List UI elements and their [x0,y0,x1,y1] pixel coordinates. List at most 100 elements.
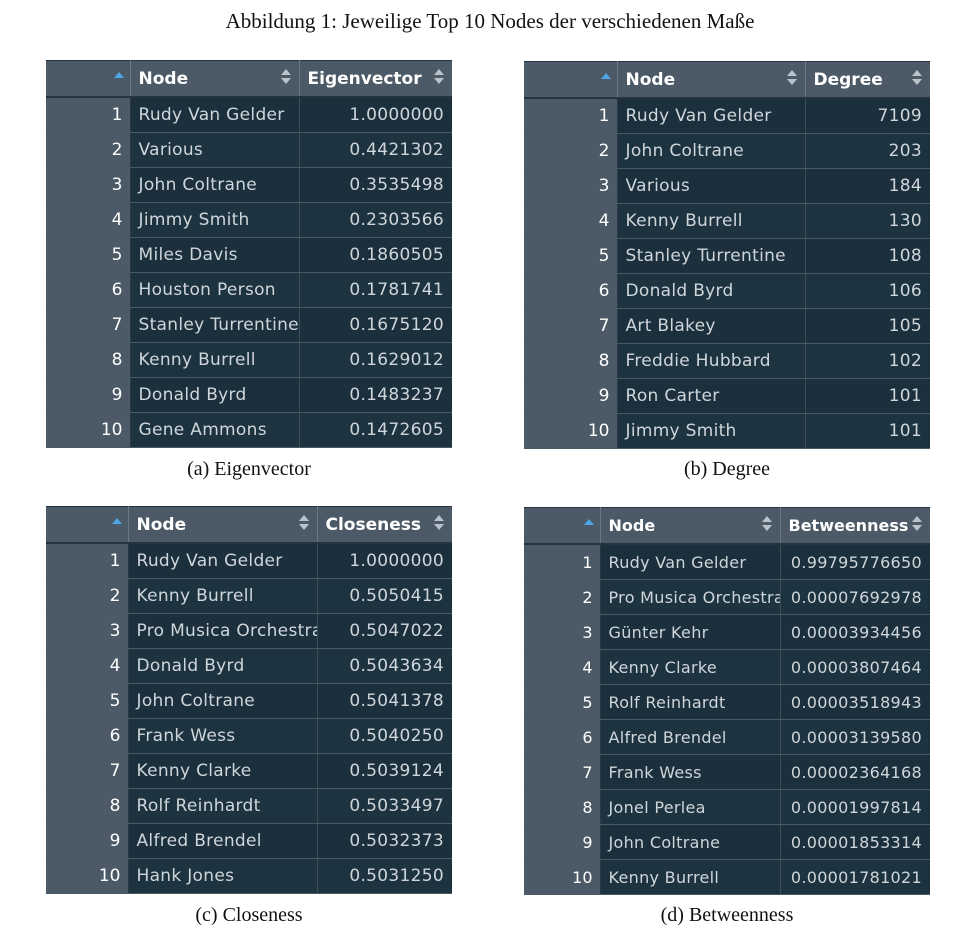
table-row[interactable]: 7 Art Blakey 105 [524,308,930,344]
table-row[interactable]: 7 Frank Wess 0.00002364168 [524,754,930,790]
panel-eigenvector: Node Eigenvector 1 Rudy Van Gelder 1.00000… [46,60,452,480]
node-cell: Stanley Turrentine [617,238,806,274]
panel-closeness: Node Closeness 1 Rudy Van Gelder 1.0000000… [46,506,452,926]
table-row[interactable]: 5 John Coltrane 0.5041378 [46,683,452,719]
node-cell: Kenny Clarke [600,649,781,685]
index-column-header[interactable] [524,61,618,99]
row-index: 5 [46,683,129,719]
value-cell: 184 [805,168,930,204]
value-cell: 0.4421302 [299,132,452,168]
sort-icon[interactable] [912,516,922,534]
index-column-header[interactable] [46,60,131,98]
table-row[interactable]: 3 Various 184 [524,168,930,204]
sort-ascending-icon[interactable] [111,518,122,524]
table-row[interactable]: 1 Rudy Van Gelder 1.0000000 [46,97,452,133]
table-row[interactable]: 5 Miles Davis 0.1860505 [46,237,452,273]
sort-icon[interactable] [298,515,309,533]
value-cell: 0.1483237 [299,377,452,413]
table-row[interactable]: 10 Gene Ammons 0.1472605 [46,412,452,448]
sort-icon[interactable] [434,515,444,533]
table-row[interactable]: 4 Jimmy Smith 0.2303566 [46,202,452,238]
table-row[interactable]: 6 Donald Byrd 106 [524,273,930,309]
table-row[interactable]: 7 Kenny Clarke 0.5039124 [46,753,452,789]
table-row[interactable]: 1 Rudy Van Gelder 7109 [524,98,930,134]
eigenvector-column-header[interactable]: Eigenvector [299,60,452,98]
node-cell: Donald Byrd [130,377,300,413]
table-row[interactable]: 8 Jonel Perlea 0.00001997814 [524,789,930,825]
node-column-header[interactable]: Node [617,61,806,99]
table-row[interactable]: 8 Kenny Burrell 0.1629012 [46,342,452,378]
table-row[interactable]: 1 Rudy Van Gelder 0.99795776650 [524,544,930,580]
index-column-header[interactable] [46,506,129,544]
table-row[interactable]: 4 Kenny Clarke 0.00003807464 [524,649,930,685]
table-row[interactable]: 7 Stanley Turrentine 0.1675120 [46,307,452,343]
table-row[interactable]: 6 Alfred Brendel 0.00003139580 [524,719,930,755]
value-cell: 0.5041378 [317,683,452,719]
row-index: 9 [46,377,131,413]
value-cell: 0.5047022 [317,613,452,649]
table-row[interactable]: 6 Frank Wess 0.5040250 [46,718,452,754]
index-column-header[interactable] [524,507,601,545]
table-row[interactable]: 4 Donald Byrd 0.5043634 [46,648,452,684]
sort-icon[interactable] [912,70,922,88]
node-column-header[interactable]: Node [128,506,318,544]
node-cell: Alfred Brendel [600,719,781,755]
caption-betweenness: (d) Betweenness [660,904,794,926]
table-row[interactable]: 10 Kenny Burrell 0.00001781021 [524,859,930,895]
table-row[interactable]: 3 Günter Kehr 0.00003934456 [524,614,930,650]
value-cell: 1.0000000 [317,543,452,579]
table-row[interactable]: 1 Rudy Van Gelder 1.0000000 [46,543,452,579]
table-row[interactable]: 5 Rolf Reinhardt 0.00003518943 [524,684,930,720]
table-row[interactable]: 9 Ron Carter 101 [524,378,930,414]
node-column-header[interactable]: Node [130,60,300,98]
node-cell: Alfred Brendel [128,823,318,859]
sort-ascending-icon[interactable] [600,73,611,79]
table-row[interactable]: 3 John Coltrane 0.3535498 [46,167,452,203]
sort-icon[interactable] [761,516,772,534]
row-index: 5 [46,237,131,273]
table-row[interactable]: 8 Rolf Reinhardt 0.5033497 [46,788,452,824]
sort-icon[interactable] [786,70,797,88]
node-cell: Rolf Reinhardt [600,684,781,720]
node-cell: John Coltrane [130,167,300,203]
node-cell: Kenny Burrell [600,859,781,895]
table-row[interactable]: 9 Donald Byrd 0.1483237 [46,377,452,413]
table-row[interactable]: 9 Alfred Brendel 0.5032373 [46,823,452,859]
table-row[interactable]: 2 Kenny Burrell 0.5050415 [46,578,452,614]
value-cell: 0.5039124 [317,753,452,789]
table-row[interactable]: 8 Freddie Hubbard 102 [524,343,930,379]
betweenness-column-header[interactable]: Betweenness [780,507,930,545]
sort-icon[interactable] [434,69,444,87]
row-index: 1 [46,97,131,133]
value-cell: 0.99795776650 [780,544,930,580]
row-index: 6 [46,272,131,308]
degree-column-header[interactable]: Degree [805,61,930,99]
node-cell: Various [617,168,806,204]
row-index: 3 [46,167,131,203]
table-row[interactable]: 4 Kenny Burrell 130 [524,203,930,239]
row-index: 7 [46,753,129,789]
value-cell: 102 [805,343,930,379]
row-index: 9 [524,378,618,414]
betweenness-table: Node Betweenness 1 Rudy Van Gelder 0.99795… [524,507,930,895]
table-row[interactable]: 6 Houston Person 0.1781741 [46,272,452,308]
row-index: 6 [46,718,129,754]
table-row[interactable]: 3 Pro Musica Orchestra 0.5047022 [46,613,452,649]
table-row[interactable]: 9 John Coltrane 0.00001853314 [524,824,930,860]
table-row[interactable]: 10 Jimmy Smith 101 [524,413,930,449]
panel-betweenness: Node Betweenness 1 Rudy Van Gelder 0.99795… [524,507,930,926]
sort-ascending-icon[interactable] [113,72,124,78]
table-row[interactable]: 5 Stanley Turrentine 108 [524,238,930,274]
row-index: 2 [46,578,129,614]
sort-icon[interactable] [280,69,291,87]
value-cell: 0.00003518943 [780,684,930,720]
value-cell: 0.00003934456 [780,614,930,650]
table-row[interactable]: 2 Various 0.4421302 [46,132,452,168]
closeness-column-header[interactable]: Closeness [317,506,452,544]
node-column-header[interactable]: Node [600,507,781,545]
sort-ascending-icon[interactable] [583,519,594,525]
table-row[interactable]: 2 Pro Musica Orchestra 0.00007692978 [524,579,930,615]
table-row[interactable]: 2 John Coltrane 203 [524,133,930,169]
node-cell: Various [130,132,300,168]
table-row[interactable]: 10 Hank Jones 0.5031250 [46,858,452,894]
